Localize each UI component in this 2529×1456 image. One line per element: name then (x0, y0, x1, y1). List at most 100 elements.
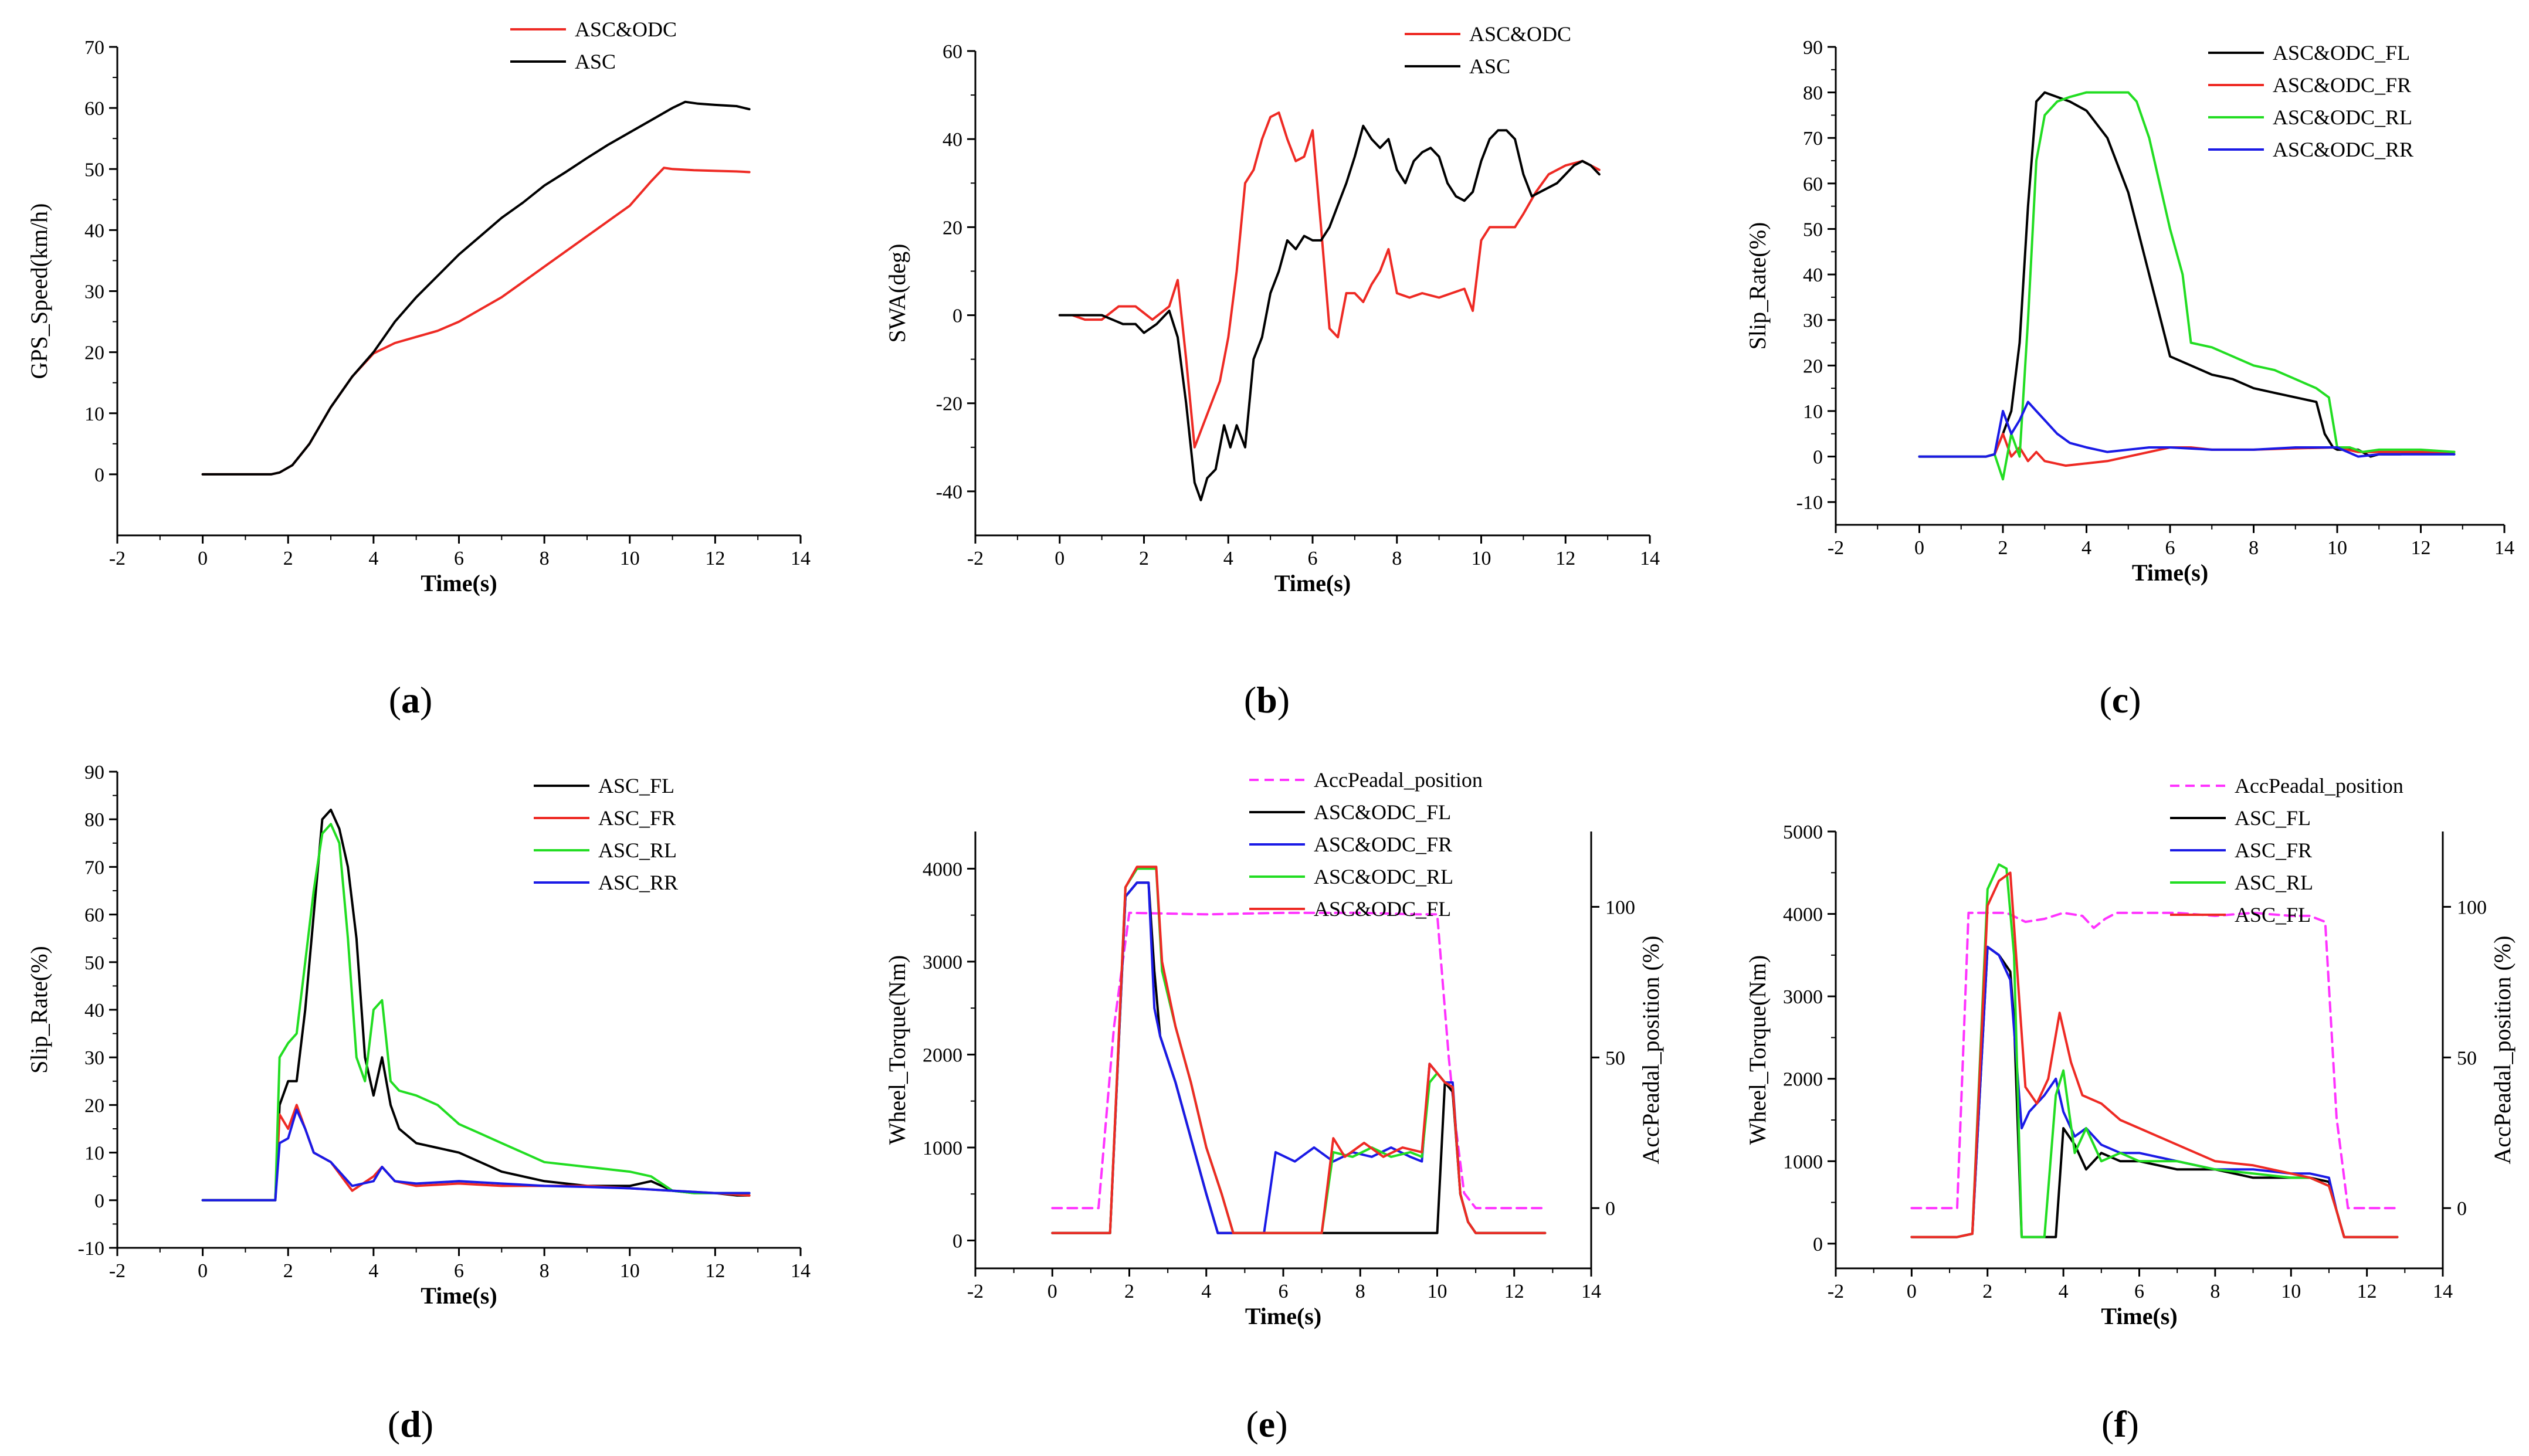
y2-axis-label: AccPeadal_position (%) (2489, 936, 2516, 1165)
y-tick-label: 0 (94, 464, 104, 486)
series-line-accpeadal-position (1051, 911, 1547, 1210)
x-tick-label: 0 (1914, 537, 1924, 559)
legend-entry-label: ASC_RL (2235, 871, 2313, 894)
panel-caption: (d) (388, 1403, 433, 1445)
x-tick-label: 8 (2210, 1281, 2220, 1302)
y-tick-label: 70 (84, 37, 104, 59)
y-tick-label: 0 (952, 1230, 962, 1252)
chart-panel-d: -2 0 2 4 6 8 10 12 14 -10 0 10 20 30 40 50 60 70 80 90 Time(… (26, 762, 811, 1445)
series-line-asc-rr (201, 1108, 751, 1202)
y-tick-label: 30 (1803, 310, 1823, 332)
y-tick-label: -20 (936, 393, 962, 415)
y-axis-label: GPS_Speed(km/h) (26, 203, 52, 379)
y-tick-label: 50 (84, 159, 104, 181)
y-tick-label: 60 (84, 905, 104, 926)
x-tick-label: 14 (1640, 548, 1660, 569)
x-tick-label: -2 (1828, 1281, 1844, 1302)
legend-entry-label: ASC&ODC_FL (1314, 800, 1451, 824)
y-tick-label: 1000 (1783, 1151, 1823, 1173)
y-tick-label: 20 (1803, 355, 1823, 377)
x-tick-label: 2 (283, 1260, 293, 1282)
y2-tick-label: 0 (1605, 1198, 1615, 1220)
y-tick-label: 60 (943, 41, 962, 63)
x-tick-label: 4 (1223, 548, 1233, 569)
x-tick-label: 2 (1982, 1281, 1992, 1302)
series-line-asc-fl (201, 809, 751, 1202)
legend-entry-label: ASC (575, 50, 616, 73)
x-tick-label: 0 (198, 548, 208, 569)
x-tick-label: 14 (1581, 1281, 1601, 1302)
x-tick-label: 6 (454, 548, 464, 569)
y-tick-label: 60 (84, 98, 104, 120)
x-tick-label: 10 (2281, 1281, 2301, 1302)
y-tick-label: 40 (1803, 264, 1823, 286)
y-axis-label: Wheel_Torque(Nm) (1744, 955, 1771, 1145)
y-tick-label: 90 (1803, 37, 1823, 59)
x-tick-label: 0 (1907, 1281, 1917, 1302)
y2-tick-label: 100 (1605, 897, 1635, 918)
x-tick-label: 8 (2249, 537, 2259, 559)
series-line-asc-odc-fl (1918, 91, 2456, 458)
x-tick-label: 0 (1055, 548, 1065, 569)
legend-entry-label: ASC_FL (2235, 806, 2311, 830)
x-tick-label: 8 (540, 548, 550, 569)
legend: ASC&ODC ASC (510, 18, 677, 73)
x-tick-label: 10 (1472, 548, 1491, 569)
x-tick-label: 12 (1504, 1281, 1524, 1302)
x-tick-label: 10 (2327, 537, 2347, 559)
x-axis-label: Time(s) (1245, 1303, 1321, 1329)
x-tick-label: 0 (198, 1260, 208, 1282)
legend-entry-label: ASC_FR (598, 806, 676, 830)
series-line-asc-fl (1910, 871, 2399, 1238)
x-tick-label: 12 (705, 1260, 725, 1282)
legend: AccPeadal_position ASC&ODC_FL ASC&ODC_FR AS… (1249, 768, 1483, 921)
y-tick-label: 20 (84, 342, 104, 364)
y-tick-label: -10 (78, 1238, 104, 1260)
chart-panel-b: -2 0 2 4 6 8 10 12 14-40-200204060Time(s)SWA(deg… (884, 22, 1660, 721)
legend-entry-label: ASC (1469, 55, 1510, 78)
x-tick-label: 2 (283, 548, 293, 569)
legend-entry-label: ASC_RR (598, 871, 678, 894)
y-tick-label: 3000 (1783, 986, 1823, 1008)
x-tick-label: 14 (2433, 1281, 2453, 1302)
x-tick-label: 10 (620, 548, 640, 569)
x-axis-label: Time(s) (421, 1282, 497, 1309)
y2-tick-label: 50 (2457, 1047, 2477, 1069)
x-tick-label: 4 (1201, 1281, 1211, 1302)
x-tick-label: -2 (109, 548, 126, 569)
y-tick-label: 4000 (1783, 904, 1823, 926)
x-tick-label: 12 (2357, 1281, 2377, 1302)
y-tick-label: 90 (84, 762, 104, 783)
chart-panel-e: -2 0 2 4 6 8 10 12 14 0 1000 2000 3000 4000 0 50 100 Time… (884, 768, 1664, 1445)
y-tick-label: 30 (84, 281, 104, 303)
x-tick-label: 2 (1124, 1281, 1134, 1302)
y-tick-label: 5000 (1783, 822, 1823, 843)
y-tick-label: 1000 (923, 1138, 962, 1159)
y-tick-label: -10 (1796, 492, 1823, 514)
chart-panel-f: -2 0 2 4 6 8 10 12 14 0 1000 2000 3000 4000 5000 0 50 100… (1744, 774, 2516, 1445)
legend-entry-label: ASC&ODC_FR (1314, 833, 1452, 856)
y-tick-label: 30 (84, 1047, 104, 1069)
series-line-accpeadal-position (1910, 911, 2399, 1210)
y-tick-label: 20 (943, 217, 962, 239)
y-axis-label: SWA(deg) (884, 244, 910, 343)
series-line-asc (1058, 124, 1601, 501)
y-tick-label: 0 (1813, 1234, 1823, 1255)
y-tick-label: 4000 (923, 858, 962, 880)
legend-entry-label: ASC_FL (2235, 903, 2311, 926)
legend-entry-label: ASC_RL (598, 839, 677, 862)
y-tick-label: 40 (84, 220, 104, 242)
x-tick-label: 8 (540, 1260, 550, 1282)
legend-entry-label: AccPeadal_position (1314, 768, 1483, 792)
y-tick-label: 70 (84, 857, 104, 878)
x-axis-label: Time(s) (2132, 559, 2208, 586)
y-tick-label: 50 (84, 952, 104, 974)
series-line-asc (201, 100, 751, 476)
y-tick-label: 40 (84, 1000, 104, 1021)
x-tick-label: 4 (2059, 1281, 2069, 1302)
series-line-asc-odc (1058, 111, 1601, 449)
x-tick-label: 2 (1998, 537, 2008, 559)
x-tick-label: -2 (967, 548, 984, 569)
